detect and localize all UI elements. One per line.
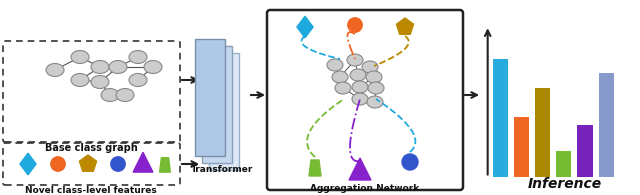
- Polygon shape: [396, 18, 413, 34]
- Text: Aggregation Network: Aggregation Network: [310, 184, 420, 193]
- Ellipse shape: [71, 74, 89, 87]
- Ellipse shape: [111, 157, 125, 171]
- Bar: [514, 117, 529, 177]
- Ellipse shape: [116, 89, 134, 102]
- Ellipse shape: [335, 82, 351, 94]
- FancyBboxPatch shape: [267, 10, 463, 190]
- Ellipse shape: [51, 157, 65, 171]
- Polygon shape: [159, 158, 170, 172]
- Text: Transformer: Transformer: [191, 165, 253, 174]
- Ellipse shape: [352, 93, 368, 105]
- Ellipse shape: [332, 71, 348, 83]
- FancyBboxPatch shape: [202, 46, 232, 163]
- Ellipse shape: [109, 60, 127, 74]
- Bar: [556, 151, 572, 177]
- Bar: [598, 73, 614, 177]
- Text: Novel class-level features: Novel class-level features: [25, 186, 157, 195]
- Ellipse shape: [327, 59, 343, 71]
- Ellipse shape: [129, 74, 147, 87]
- Ellipse shape: [362, 61, 378, 73]
- Bar: [535, 88, 550, 177]
- Polygon shape: [309, 160, 321, 176]
- Text: Base class graph: Base class graph: [45, 143, 138, 153]
- Ellipse shape: [352, 81, 368, 93]
- Bar: [493, 59, 508, 177]
- Ellipse shape: [347, 54, 363, 66]
- Polygon shape: [349, 158, 371, 180]
- Ellipse shape: [91, 75, 109, 89]
- Ellipse shape: [367, 96, 383, 108]
- Ellipse shape: [350, 69, 366, 81]
- Polygon shape: [133, 152, 153, 172]
- FancyBboxPatch shape: [195, 39, 225, 156]
- Ellipse shape: [368, 82, 384, 94]
- Ellipse shape: [91, 60, 109, 74]
- Polygon shape: [297, 16, 313, 38]
- Ellipse shape: [366, 71, 382, 83]
- Ellipse shape: [144, 60, 162, 74]
- Ellipse shape: [129, 51, 147, 64]
- Bar: [577, 125, 593, 177]
- Ellipse shape: [71, 51, 89, 64]
- Text: Inference: Inference: [528, 177, 602, 191]
- Ellipse shape: [46, 64, 64, 76]
- Ellipse shape: [101, 89, 119, 102]
- FancyBboxPatch shape: [209, 53, 239, 170]
- Ellipse shape: [348, 18, 362, 32]
- Polygon shape: [20, 153, 36, 175]
- Ellipse shape: [402, 154, 418, 170]
- Polygon shape: [79, 155, 97, 171]
